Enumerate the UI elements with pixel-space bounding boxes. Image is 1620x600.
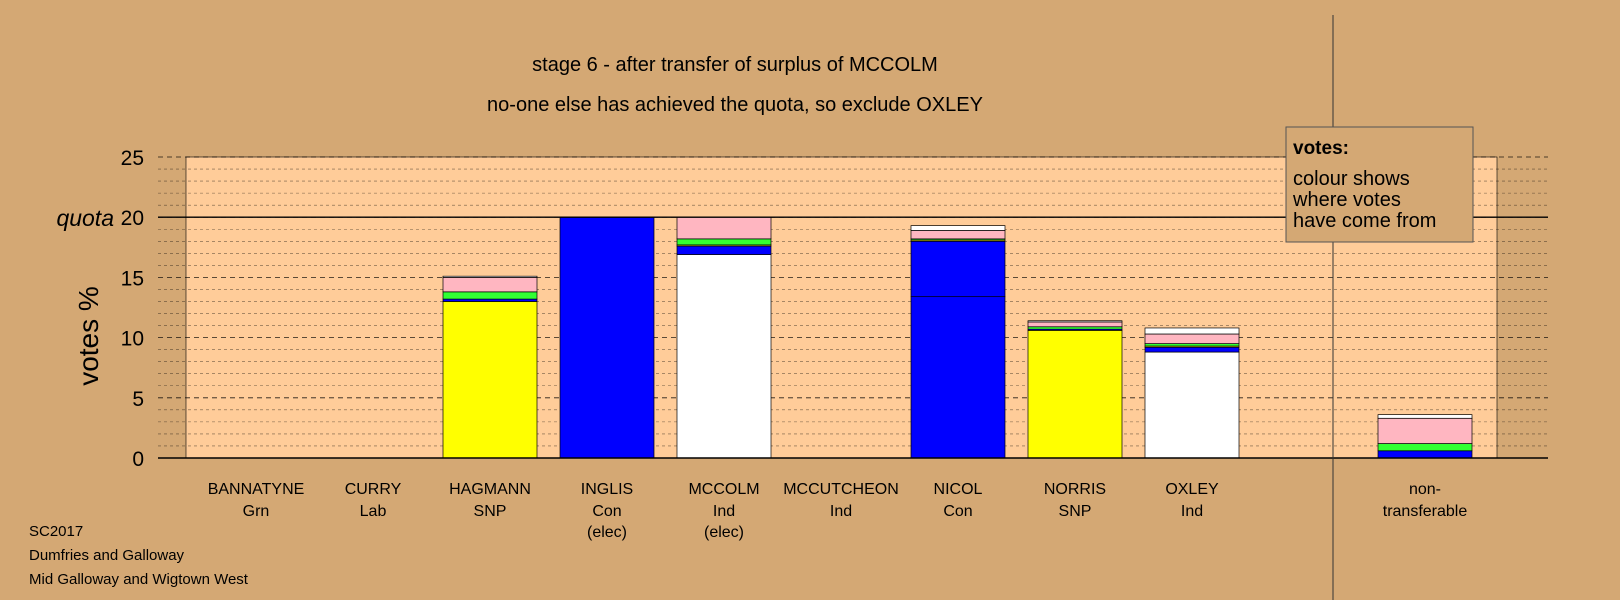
- bar-segment: [1377, 443, 1473, 452]
- y-tick-label: 0: [132, 448, 144, 471]
- bar-segment: [910, 240, 1006, 298]
- bar-segment: [1144, 343, 1240, 347]
- quota-label: quota: [56, 205, 114, 231]
- bar-segment: [910, 225, 1006, 231]
- bar-segment: [676, 238, 772, 246]
- legend-box: [1285, 126, 1474, 243]
- footer-line: SC2017: [29, 523, 83, 540]
- bar-segment: [910, 296, 1006, 459]
- footer-line: Dumfries and Galloway: [29, 547, 185, 564]
- y-tick-label: 15: [121, 267, 144, 290]
- bar-segment: [442, 275, 538, 278]
- candidate-name: non-: [1409, 481, 1441, 498]
- bar-segment: [1027, 330, 1123, 459]
- candidate-name: MCCUTCHEON: [783, 481, 899, 498]
- bar-segment: [442, 291, 538, 300]
- bar-segment: [1144, 327, 1240, 335]
- candidate-party: Ind: [830, 503, 852, 520]
- legend-line: have come from: [1293, 210, 1436, 232]
- bar-segment: [676, 216, 772, 240]
- candidate-name: MCCOLM: [688, 481, 759, 498]
- candidate-name: HAGMANN: [449, 481, 531, 498]
- bar-segment: [1377, 417, 1473, 444]
- plot-area: [185, 156, 1498, 459]
- bar-segment: [442, 298, 538, 302]
- bar-segment: [1144, 346, 1240, 353]
- candidate-party: SNP: [1059, 503, 1092, 520]
- candidate-status: (elec): [704, 524, 744, 541]
- candidate-name: NICOL: [934, 481, 983, 498]
- bar-segment: [1027, 320, 1123, 323]
- category-labels: BANNATYNE Grn CURRY Lab HAGMANN SNP INGLIS Con (…: [208, 481, 1468, 541]
- candidate-party: SNP: [474, 503, 507, 520]
- candidate-party: Con: [943, 503, 972, 520]
- candidate-name: CURRY: [345, 481, 402, 498]
- bar-segment: [442, 301, 538, 459]
- legend-line: where votes: [1292, 189, 1401, 211]
- legend-line: colour shows: [1293, 168, 1410, 190]
- bars: [442, 216, 1473, 459]
- candidate-party: Lab: [360, 503, 387, 520]
- candidate-name: NORRIS: [1044, 481, 1106, 498]
- y-tick-label: 5: [132, 388, 144, 411]
- bar-segment: [1144, 351, 1240, 459]
- bar-segment: [559, 216, 655, 459]
- bar-segment: [1377, 450, 1473, 459]
- candidate-party: Ind: [713, 503, 735, 520]
- footer: SC2017 Dumfries and Galloway Mid Gallowa…: [29, 523, 249, 588]
- bar-segment: [1144, 333, 1240, 344]
- bar-segment: [910, 230, 1006, 240]
- y-tick-label: 25: [121, 147, 144, 170]
- bar-segment: [676, 254, 772, 459]
- footer-line: Mid Galloway and Wigtown West: [29, 571, 249, 588]
- candidate-name: BANNATYNE: [208, 481, 305, 498]
- chart-title: stage 6 - after transfer of surplus of M…: [532, 54, 938, 76]
- candidate-party: Con: [592, 503, 621, 520]
- candidate-name: OXLEY: [1165, 481, 1219, 498]
- bar-segment: [442, 277, 538, 293]
- y-tick-label: 10: [121, 328, 144, 351]
- candidate-status: (elec): [587, 524, 627, 541]
- y-tick-label: 20: [121, 207, 144, 230]
- plot-background: [185, 156, 1498, 459]
- candidate-name: INGLIS: [581, 481, 633, 498]
- candidate-party: Grn: [243, 503, 270, 520]
- bar-segment: [1027, 321, 1123, 328]
- candidate-party: Ind: [1181, 503, 1203, 520]
- bar-segment: [676, 245, 772, 255]
- legend: votes: colour shows where votes have com…: [1285, 126, 1474, 243]
- bar-segment: [1027, 326, 1123, 330]
- legend-title: votes:: [1293, 138, 1349, 159]
- bar-segment: [1377, 414, 1473, 419]
- y-axis-label: votes %: [73, 286, 104, 386]
- candidate-party: transferable: [1383, 503, 1468, 520]
- chart-subtitle: no-one else has achieved the quota, so e…: [487, 94, 983, 116]
